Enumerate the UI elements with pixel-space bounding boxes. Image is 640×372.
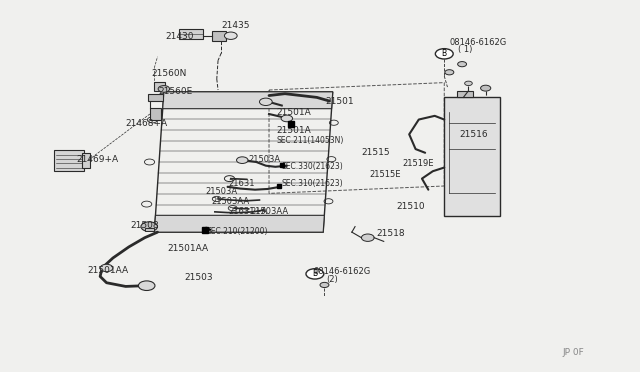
Bar xyxy=(83,153,90,168)
Circle shape xyxy=(158,86,170,92)
Circle shape xyxy=(100,264,113,272)
Text: 21501: 21501 xyxy=(325,97,354,106)
Text: SEC.310(21623): SEC.310(21623) xyxy=(282,179,344,187)
Text: B: B xyxy=(442,49,447,58)
Circle shape xyxy=(481,85,491,91)
Text: 21503AA: 21503AA xyxy=(250,206,288,216)
Text: 21560N: 21560N xyxy=(151,69,186,78)
Text: 21503A: 21503A xyxy=(205,187,237,196)
Circle shape xyxy=(138,281,155,291)
Text: JP 0F: JP 0F xyxy=(562,349,584,357)
Text: 21503AA: 21503AA xyxy=(212,197,250,206)
Bar xyxy=(154,81,164,91)
Circle shape xyxy=(362,234,374,241)
Text: 21501A: 21501A xyxy=(276,126,312,135)
Text: ( 1): ( 1) xyxy=(458,45,473,54)
Text: 21631: 21631 xyxy=(228,179,255,187)
Circle shape xyxy=(225,32,237,39)
Circle shape xyxy=(281,115,292,122)
Text: B: B xyxy=(312,269,317,278)
Text: 21510: 21510 xyxy=(396,202,425,211)
Text: 21430: 21430 xyxy=(166,32,195,41)
Text: 21501AA: 21501AA xyxy=(167,244,208,253)
Text: 21469+A: 21469+A xyxy=(77,154,118,164)
Circle shape xyxy=(141,222,157,231)
Bar xyxy=(457,91,473,97)
Polygon shape xyxy=(163,92,333,109)
Text: 21435: 21435 xyxy=(221,21,250,30)
Bar xyxy=(54,150,84,171)
Bar xyxy=(145,228,154,231)
Text: (2): (2) xyxy=(326,275,338,283)
Text: 21518: 21518 xyxy=(376,230,404,238)
Circle shape xyxy=(306,269,324,279)
Text: SEC.211(14053N): SEC.211(14053N) xyxy=(276,137,344,145)
Text: 08146-6162G: 08146-6162G xyxy=(449,38,507,46)
Circle shape xyxy=(237,157,248,163)
Text: 21503: 21503 xyxy=(184,273,213,282)
Text: 21501AA: 21501AA xyxy=(88,266,129,275)
Circle shape xyxy=(445,70,454,75)
Circle shape xyxy=(259,98,272,106)
Text: 21519E: 21519E xyxy=(403,159,435,169)
Text: 21631+A: 21631+A xyxy=(228,206,268,216)
Bar xyxy=(150,109,161,119)
Circle shape xyxy=(465,81,472,86)
Text: 21560E: 21560E xyxy=(159,87,193,96)
Circle shape xyxy=(320,282,329,288)
Bar xyxy=(148,94,163,101)
Text: 21516: 21516 xyxy=(459,130,488,139)
Text: 21468+A: 21468+A xyxy=(125,119,168,128)
Bar xyxy=(444,97,500,215)
Text: 21503A: 21503A xyxy=(248,155,281,164)
Circle shape xyxy=(458,62,467,67)
Text: 21515E: 21515E xyxy=(370,170,401,179)
Text: 21515: 21515 xyxy=(362,148,390,157)
Text: 21508: 21508 xyxy=(130,221,159,230)
Polygon shape xyxy=(154,215,324,232)
Circle shape xyxy=(435,49,453,59)
Text: 08146-6162G: 08146-6162G xyxy=(314,267,371,276)
Text: 21501A: 21501A xyxy=(276,108,312,117)
Text: SEC.330(21623): SEC.330(21623) xyxy=(282,162,344,171)
Bar xyxy=(179,29,203,39)
Bar xyxy=(212,31,226,41)
Text: SEC.210(21200): SEC.210(21200) xyxy=(207,227,268,235)
